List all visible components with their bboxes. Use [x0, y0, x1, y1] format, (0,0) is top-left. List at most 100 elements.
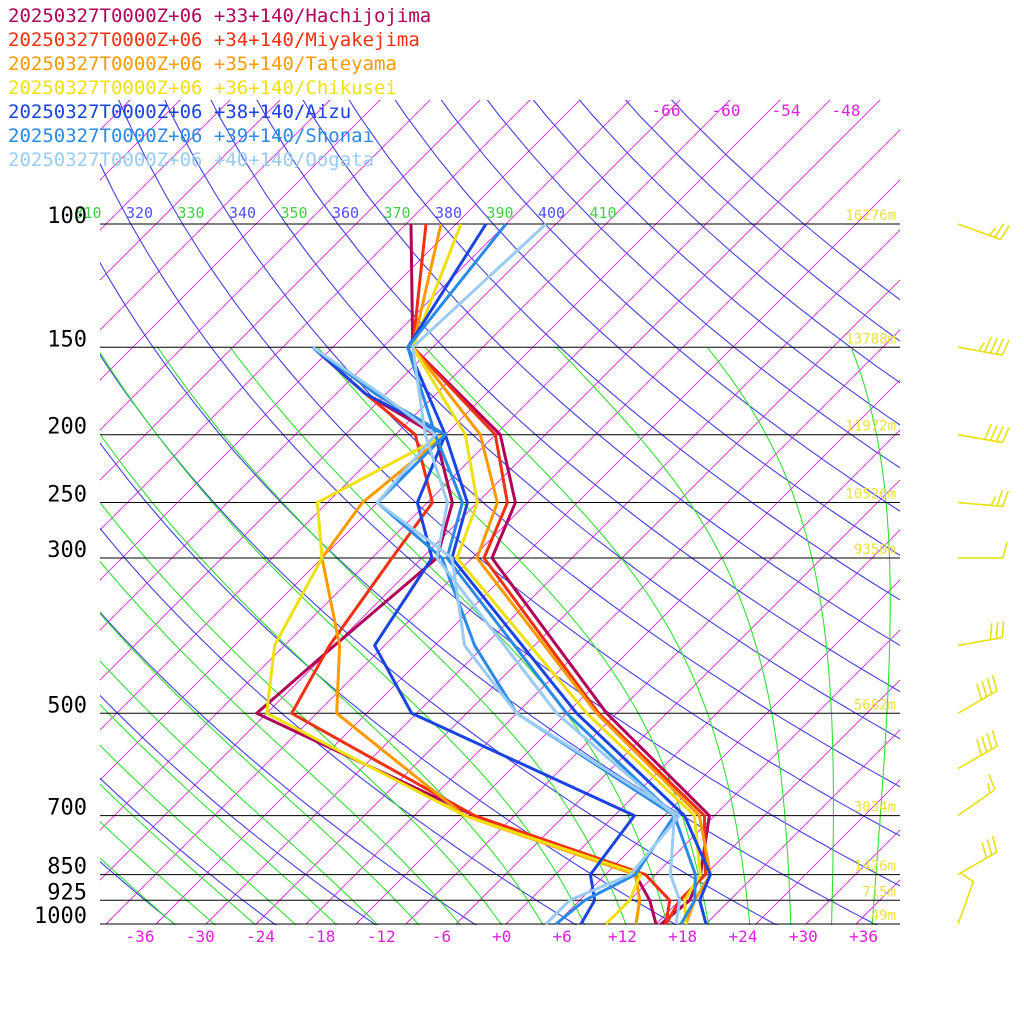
dry-adiabat-line	[100, 527, 578, 925]
wind-barb-flag	[959, 871, 974, 883]
isotherm-line	[100, 100, 681, 681]
wind-barb-staff	[957, 636, 1003, 647]
temperature-line	[411, 222, 682, 925]
isotherm-line	[100, 100, 381, 381]
wind-barb-flag	[1002, 490, 1009, 507]
upper-isotherm-label: -48	[832, 101, 861, 120]
isotherm-line	[655, 679, 900, 925]
wind-barb	[957, 674, 998, 714]
dry-adiabat-line	[100, 261, 878, 925]
moist-adiabat-line	[100, 820, 217, 925]
wind-barb-flag	[989, 623, 993, 640]
dewpoint-line	[255, 346, 658, 925]
dry-adiabat-line	[440, 100, 900, 512]
wind-barb-staff	[957, 745, 998, 770]
dewpoint-line	[290, 346, 672, 925]
legend-entry: 20250327T0000Z+06 +35+140/Tateyama	[8, 53, 397, 75]
isotherm-line	[0, 69, 11, 924]
wind-barb	[957, 871, 975, 925]
theta-label: 350	[280, 204, 307, 222]
wind-barb-staff	[957, 433, 1003, 444]
isotherm-line	[100, 100, 231, 231]
wind-barb-flag	[996, 490, 1003, 507]
height-label: 9350m	[854, 542, 896, 558]
height-label: 715m	[862, 884, 896, 900]
moist-adiabat-line	[100, 703, 338, 925]
wind-barb-flag	[999, 225, 1011, 240]
wind-barb-staff	[957, 501, 1003, 508]
wind-barb-flag	[1001, 339, 1010, 356]
moist-adiabat-line	[100, 744, 297, 925]
wind-barb-flag	[989, 337, 998, 354]
theta-label: 340	[229, 204, 256, 222]
height-labels: 16276m 13788m 11972m 10526m 9350m 5682m 3034m 1…	[845, 208, 896, 924]
pressure-label: 850	[47, 855, 87, 880]
wind-barb-flag	[986, 733, 993, 750]
isotherm-line	[605, 629, 900, 925]
isotherm-line	[1006, 69, 1024, 924]
x-tick-label: +0	[492, 927, 511, 946]
legend-entry: 20250327T0000Z+06 +36+140/Chikusei	[8, 77, 397, 99]
wind-barb-flag	[1002, 541, 1008, 559]
isotherm-line	[105, 129, 900, 925]
isotherm-line	[805, 829, 900, 925]
theta-labels: 310 320 330 340 350 360 370 380 390 400 410	[74, 204, 616, 222]
wind-barb-staff	[957, 690, 998, 714]
theta-label: 410	[589, 204, 616, 222]
height-label: 11972m	[845, 419, 896, 435]
pressure-label: 150	[47, 327, 87, 352]
wind-barb-staff	[957, 223, 1001, 241]
wind-barb-flag	[976, 739, 983, 756]
wind-barb-flag	[995, 426, 1004, 442]
pressure-label: 700	[47, 796, 87, 821]
isotherm-line	[555, 579, 900, 925]
wind-barb-flag	[976, 683, 983, 700]
dry-adiabat-line	[532, 100, 900, 426]
wind-barb-flag	[988, 227, 997, 236]
x-tick-label: +36	[849, 927, 878, 946]
wind-barb-flag	[986, 839, 993, 856]
isotherm-line	[100, 100, 881, 881]
wind-barb	[957, 336, 1010, 356]
temperature-line	[406, 223, 697, 925]
pressure-label: 200	[47, 415, 87, 440]
pressure-label: 1000	[34, 904, 87, 929]
wind-barb-flag	[986, 677, 993, 694]
x-tick-label: -18	[306, 927, 335, 946]
moist-adiabat-line	[100, 660, 379, 925]
isotherm-line	[405, 429, 900, 925]
wind-barb	[957, 774, 996, 817]
temperature-line	[411, 223, 702, 925]
pressure-label: 500	[47, 693, 87, 718]
height-label: 3034m	[854, 800, 896, 816]
height-label: 10526m	[845, 487, 896, 503]
dry-adiabat-line	[486, 100, 900, 469]
upper-isotherm-label: -60	[712, 101, 741, 120]
isotherm-line	[100, 100, 581, 581]
theta-label: 370	[383, 204, 410, 222]
wind-barb	[957, 730, 998, 770]
pressure-label: 300	[47, 538, 87, 563]
theta-label: 310	[74, 204, 101, 222]
isotherm-line	[100, 100, 531, 531]
dry-adiabat-line	[302, 100, 900, 646]
isotherm-line	[355, 379, 900, 925]
legend: 20250327T0000Z+06 +33+140/Hachijojima 20…	[8, 4, 431, 172]
wind-barb-flag	[983, 336, 993, 353]
wind-barb-flag	[1001, 427, 1010, 443]
wind-barb-flag	[991, 730, 998, 747]
wind-barb-flag	[989, 425, 998, 441]
wind-barb-staff	[957, 851, 998, 876]
wind-barbs	[957, 223, 1011, 925]
wind-barb-flag	[1001, 621, 1005, 638]
wind-barb-flag	[991, 674, 998, 691]
x-tick-labels: -36 -30 -24 -18 -12 -6 +0 +6 +12 +18 +24 +30 +36	[126, 927, 879, 946]
x-tick-label: +12	[608, 927, 637, 946]
wind-barb-flag	[995, 338, 1004, 355]
theta-label: 330	[177, 204, 204, 222]
temperature-line	[411, 223, 712, 925]
moist-adiabat-line	[100, 857, 177, 925]
isobar-grid	[100, 223, 900, 925]
height-label: 1426m	[854, 859, 896, 875]
